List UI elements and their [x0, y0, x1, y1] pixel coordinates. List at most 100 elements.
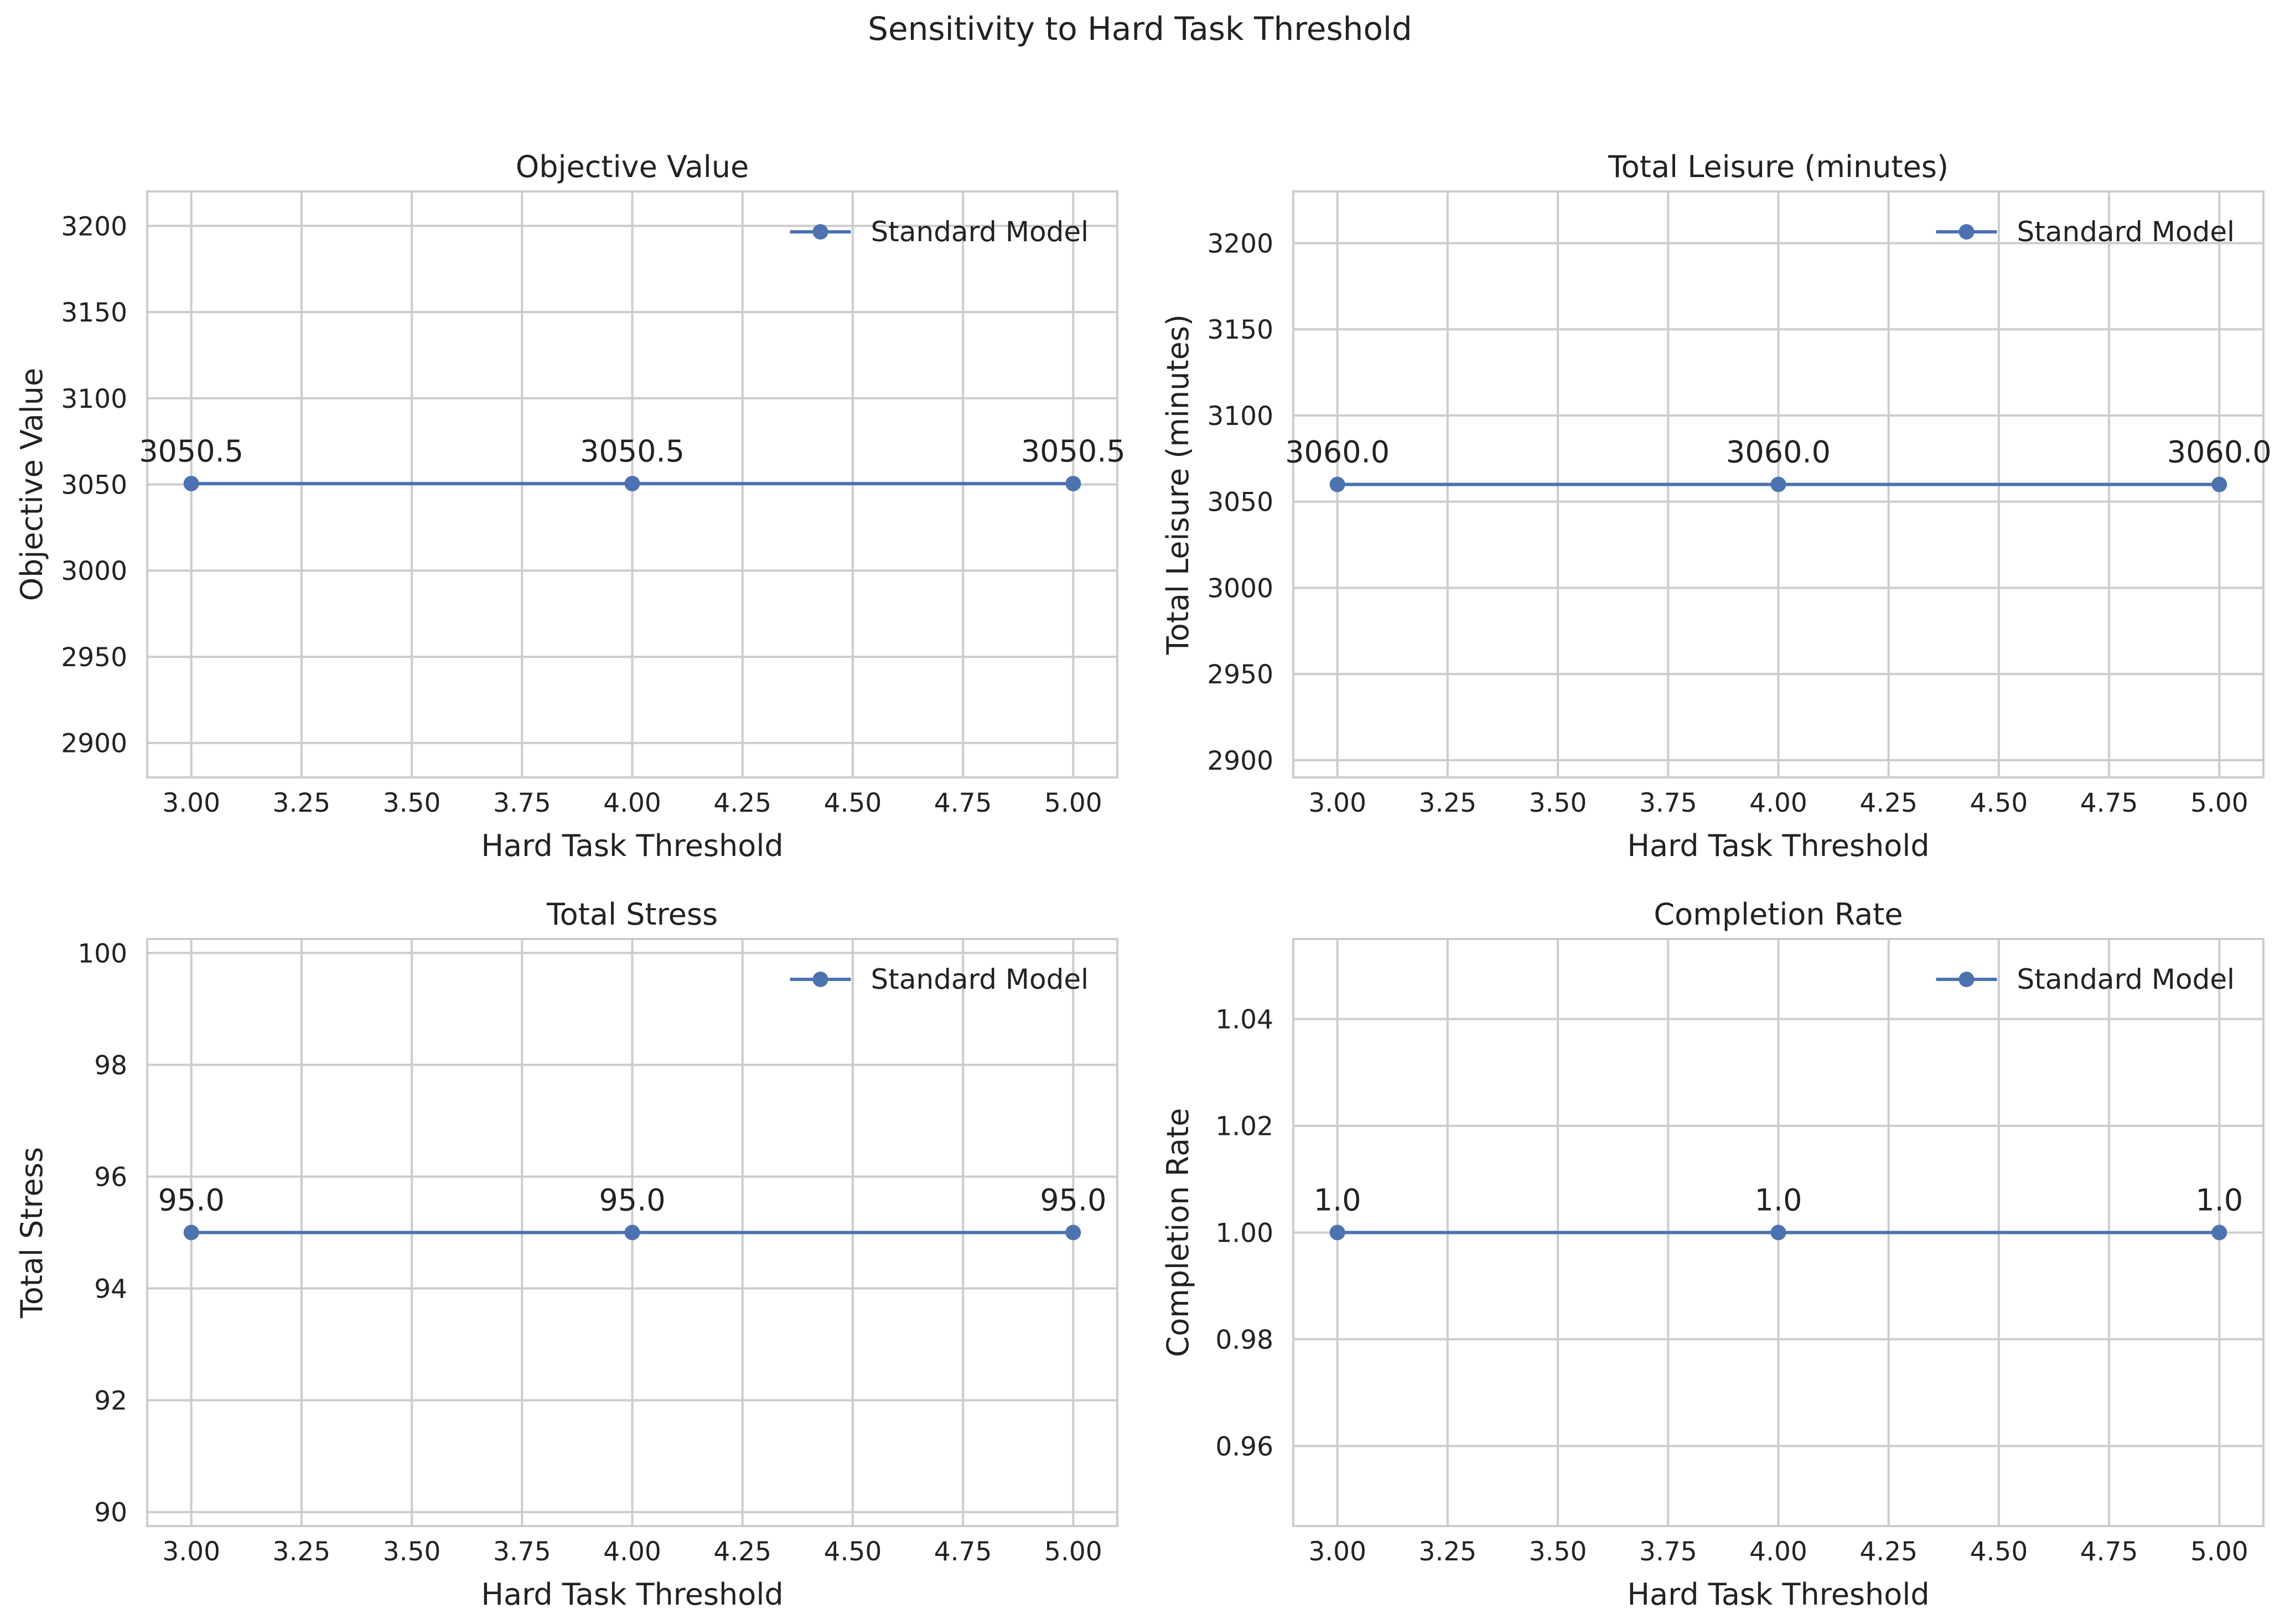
y-tick-label: 94 [94, 1274, 127, 1305]
data-label: 1.0 [1755, 1183, 1802, 1218]
data-point [1065, 1225, 1081, 1241]
data-label: 3050.5 [580, 434, 685, 469]
x-tick-label: 4.00 [603, 788, 661, 818]
x-tick-label: 5.00 [1044, 788, 1102, 818]
x-tick-label: 5.00 [2190, 1537, 2248, 1567]
y-tick-label: 3100 [1207, 401, 1273, 432]
x-tick-label: 3.00 [1308, 1537, 1366, 1567]
x-tick-label: 4.75 [2080, 1537, 2138, 1567]
legend-label: Standard Model [871, 963, 1089, 995]
y-tick-label: 96 [94, 1162, 127, 1192]
y-tick-label: 92 [94, 1386, 127, 1417]
y-tick-label: 1.00 [1215, 1218, 1273, 1249]
y-tick-label: 3000 [61, 556, 127, 587]
x-tick-label: 3.00 [162, 788, 220, 818]
x-tick-label: 4.50 [824, 1537, 882, 1567]
data-label: 3060.0 [2167, 435, 2272, 470]
y-tick-label: 2950 [1207, 660, 1273, 690]
data-label: 95.0 [158, 1183, 225, 1218]
data-label: 95.0 [599, 1183, 665, 1218]
legend-label: Standard Model [2017, 216, 2235, 248]
data-label: 3050.5 [1021, 434, 1126, 469]
data-point [183, 1225, 199, 1241]
x-tick-label: 3.50 [383, 788, 441, 818]
x-tick-label: 3.75 [1639, 1537, 1697, 1567]
x-tick-label: 3.75 [493, 788, 551, 818]
panel-2: 3.00 3.25 3.50 3.75 4.00 4.25 4.50 4.75 5.00 2900… [1160, 149, 2272, 863]
y-axis-label: Completion Rate [1160, 1108, 1195, 1357]
data-label: 3060.0 [1285, 435, 1390, 470]
panel-title: Total Stress [546, 897, 718, 932]
y-tick-label: 3050 [1207, 487, 1273, 518]
x-tick-label: 3.25 [1419, 788, 1477, 818]
data-point [1770, 476, 1786, 492]
x-axis-label: Hard Task Threshold [1627, 828, 1929, 863]
x-axis-label: Hard Task Threshold [481, 828, 783, 863]
x-tick-label: 3.50 [1529, 1537, 1587, 1567]
panel-title: Objective Value [516, 149, 749, 184]
x-tick-label: 3.75 [1639, 788, 1697, 818]
x-tick-label: 3.50 [383, 1537, 441, 1567]
data-label: 1.0 [1314, 1183, 1361, 1218]
legend-marker [812, 972, 828, 987]
y-tick-label: 3000 [1207, 573, 1273, 604]
x-tick-label: 4.25 [713, 1537, 771, 1567]
data-label: 3050.5 [139, 434, 243, 469]
data-label: 3060.0 [1726, 435, 1831, 470]
y-tick-label: 0.98 [1215, 1325, 1273, 1355]
x-axis-label: Hard Task Threshold [1627, 1577, 1929, 1612]
x-tick-label: 4.75 [2080, 788, 2138, 818]
legend-marker [1958, 224, 1975, 240]
y-axis-label: Total Leisure (minutes) [1160, 314, 1195, 655]
y-tick-label: 90 [94, 1498, 127, 1528]
y-tick-label: 0.96 [1215, 1431, 1273, 1462]
x-tick-label: 5.00 [2190, 788, 2248, 818]
axes-frame [146, 190, 1118, 779]
axes-frame [146, 938, 1118, 1527]
x-tick-label: 4.50 [1970, 788, 2028, 818]
data-point [1329, 476, 1345, 492]
x-tick-label: 3.25 [1419, 1537, 1477, 1567]
data-point [624, 475, 640, 491]
data-point [2211, 1225, 2227, 1241]
x-tick-label: 4.00 [603, 1537, 661, 1567]
y-tick-label: 3050 [61, 470, 127, 501]
axes-frame [1292, 938, 2265, 1527]
y-axis-label: Total Stress [14, 1147, 49, 1319]
panel-title: Total Leisure (minutes) [1608, 149, 1949, 184]
data-point [1770, 1225, 1786, 1241]
y-tick-label: 1.02 [1215, 1112, 1273, 1142]
data-point [1329, 1225, 1345, 1241]
y-tick-label: 98 [94, 1050, 127, 1081]
y-tick-label: 3200 [61, 211, 127, 242]
x-tick-label: 4.00 [1749, 788, 1807, 818]
x-tick-label: 3.75 [493, 1537, 551, 1567]
data-point [2211, 476, 2227, 492]
x-tick-label: 4.25 [1859, 1537, 1918, 1567]
y-tick-label: 3100 [61, 384, 127, 414]
y-tick-label: 2900 [1207, 746, 1273, 776]
panel-3: 3.00 3.25 3.50 3.75 4.00 4.25 4.50 4.75 5.00 90 92… [14, 897, 1118, 1612]
y-tick-label: 2950 [61, 642, 127, 673]
panel-title: Completion Rate [1654, 897, 1903, 932]
y-tick-label: 3150 [1207, 315, 1273, 345]
figure-title: Sensitivity to Hard Task Threshold [868, 10, 1412, 48]
data-point [624, 1225, 640, 1241]
y-tick-label: 3150 [61, 298, 127, 328]
legend-marker [812, 224, 828, 240]
x-axis-label: Hard Task Threshold [481, 1577, 783, 1612]
x-tick-label: 4.50 [824, 788, 882, 818]
data-point [1065, 475, 1081, 491]
x-tick-label: 3.25 [273, 1537, 331, 1567]
data-label: 95.0 [1040, 1183, 1106, 1218]
legend-label: Standard Model [871, 216, 1089, 248]
x-tick-label: 4.25 [1859, 788, 1918, 818]
legend-marker [1958, 972, 1975, 987]
data-label: 1.0 [2195, 1183, 2243, 1218]
axes-frame [1292, 190, 2265, 779]
x-tick-label: 4.75 [934, 788, 992, 818]
x-tick-label: 4.25 [713, 788, 771, 818]
legend-label: Standard Model [2017, 963, 2235, 995]
x-tick-label: 3.00 [1308, 788, 1366, 818]
y-axis-label: Objective Value [14, 368, 49, 601]
